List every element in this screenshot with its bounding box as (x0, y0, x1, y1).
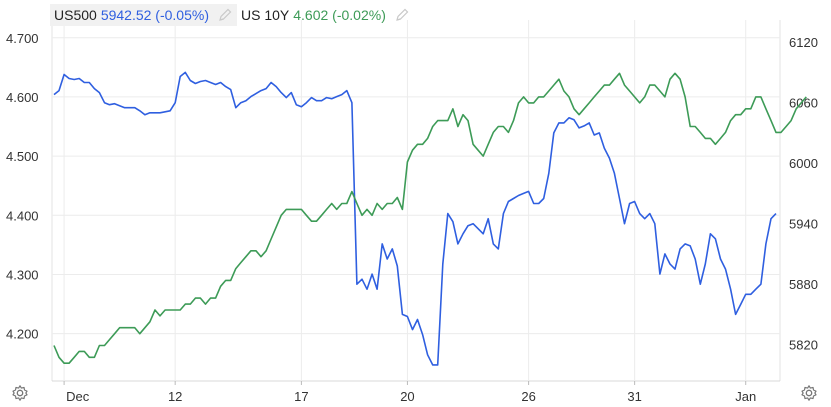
series-line-us10y (53, 72, 807, 365)
x-tick-label: 26 (521, 389, 535, 404)
legend-name: US500 (54, 7, 97, 23)
gear-icon[interactable] (11, 384, 29, 402)
legend-item-us500[interactable]: US500 5942.52 (-0.05%) (50, 4, 237, 26)
series-line-us500 (53, 71, 777, 366)
right-tick-label: 5820 (789, 338, 818, 353)
right-tick-label: 5940 (789, 217, 818, 232)
legend-value: 5942.52 (-0.05%) (100, 7, 209, 23)
x-tick-label: 20 (400, 389, 414, 404)
gear-icon[interactable] (800, 384, 818, 402)
x-tick-label: Dec (66, 389, 90, 404)
x-tick-label: 31 (627, 389, 641, 404)
x-tick-label: 17 (294, 389, 308, 404)
legend-name: US 10Y (241, 7, 290, 23)
legend-item-us10y[interactable]: US 10Y 4.602 (-0.02%) (237, 4, 414, 26)
right-tick-label: 6120 (789, 35, 818, 50)
right-tick-label: 6060 (789, 96, 818, 111)
x-tick-label: Jan (735, 389, 756, 404)
left-tick-label: 4.200 (6, 327, 39, 342)
left-tick-label: 4.400 (6, 208, 39, 223)
left-tick-label: 4.500 (6, 149, 39, 164)
pencil-icon[interactable] (217, 7, 233, 23)
x-tick-label: 12 (168, 389, 182, 404)
right-tick-label: 6000 (789, 156, 818, 171)
left-tick-label: 4.700 (6, 31, 39, 46)
pencil-icon[interactable] (394, 7, 410, 23)
chart-legend: US500 5942.52 (-0.05%) US 10Y 4.602 (-0.… (50, 4, 414, 26)
right-tick-label: 5880 (789, 277, 818, 292)
left-tick-label: 4.300 (6, 267, 39, 282)
left-tick-label: 4.600 (6, 90, 39, 105)
legend-value: 4.602 (-0.02%) (293, 7, 386, 23)
